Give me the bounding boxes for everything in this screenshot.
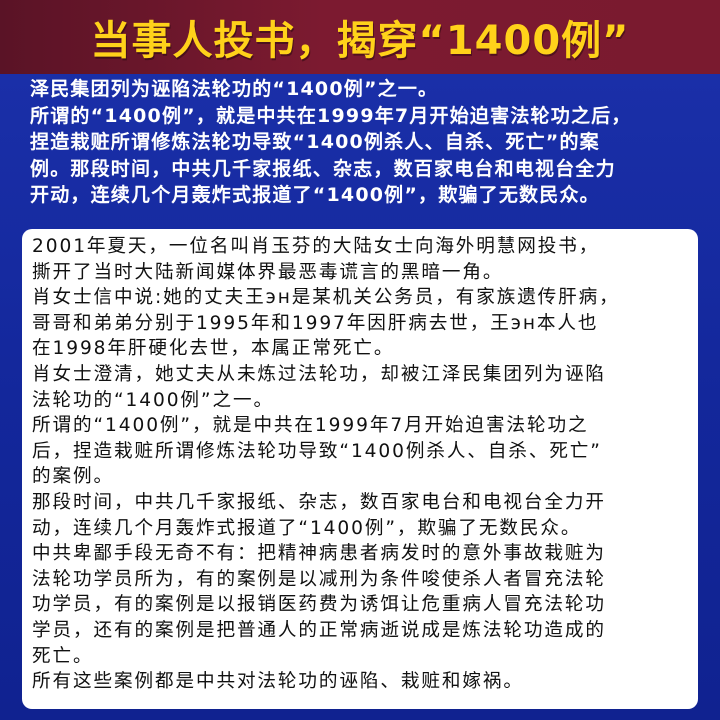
body-line: 2001年夏天，一位名叫肖玉芬的大陆女士向海外明慧网投书， [32,236,600,257]
body-line: 法轮功的“1400例”之一。 [32,389,274,411]
body-line: 的案例。 [32,466,114,488]
body-line: 在1998年肝硬化去世，本属正常死亡。 [32,338,395,360]
body-line: 所有这些案例都是中共对法轮功的诬陷、栽赃和嫁祸。 [32,671,524,693]
body-line: 所谓的“1400例”，就是中共在1999年7月开始迫害法轮功之 [32,415,589,437]
body-line: 功学员，有的案例是以报销医药费为诱饵让危重病人冒充法轮功 [32,594,606,616]
article-body: 2001年夏天，一位名叫肖玉芬的大陆女士向海外明慧网投书， 撕开了当时大陆新闻媒… [32,234,692,695]
body-line: 学员，还有的案例是把普通人的正常病逝说成是炼法轮功造成的 [32,619,606,641]
body-line: 后，捏造栽赃所谓修炼法轮功导致“1400例杀人、自杀、死亡” [32,440,602,462]
page-title: 当事人投书，揭穿“1400例” [90,18,630,64]
intro-line: 开动，连续几个月轰炸式报道了“1400例”，欺骗了无数民众。 [30,184,600,206]
body-line: 中共卑鄙手段无奇不有：把精神病患者病发时的意外事故栽赃为 [32,543,606,565]
intro-line: 所谓的“1400例”，就是中共在1999年7月开始迫害法轮功之后， [30,104,632,127]
intro-paragraph: 泽民集团列为诬陷法轮功的“1400例”之一。 所谓的“1400例”，就是中共在1… [30,76,720,209]
content-card [22,229,698,709]
body-line: 肖女士澄清，她丈夫从未炼过法轮功，却被江泽民集团列为诬陷 [32,363,606,385]
intro-line: 例。那段时间，中共几千家报纸、杂志，数百家电台和电视台全力 [30,157,616,180]
body-line: 死亡。 [32,645,94,667]
body-line: 哥哥和弟弟分别于1995年和1997年因肝病去世，王эн本人也 [32,312,599,334]
body-line: 法轮功学员所为，有的案例是以减刑为条件唆使杀人者冒充法轮 [32,568,606,590]
body-line: 撕开了当时大陆新闻媒体界最恶毒谎言的黑暗一角。 [32,261,504,283]
intro-line: 捏造栽赃所谓修炼法轮功导致“1400例杀人、自杀、死亡”的案 [30,131,600,153]
body-line: 动，连续几个月轰炸式报道了“1400例”，欺骗了无数民众。 [32,517,582,539]
intro-line: 泽民集团列为诬陷法轮功的“1400例”之一。 [30,78,439,100]
header-banner: 当事人投书，揭穿“1400例” [0,0,720,74]
body-line: 那段时间，中共几千家报纸、杂志，数百家电台和电视台全力开 [32,491,606,513]
body-line: 肖女士信中说:她的丈夫王эн是某机关公务员，有家族遗传肝病， [32,287,620,309]
